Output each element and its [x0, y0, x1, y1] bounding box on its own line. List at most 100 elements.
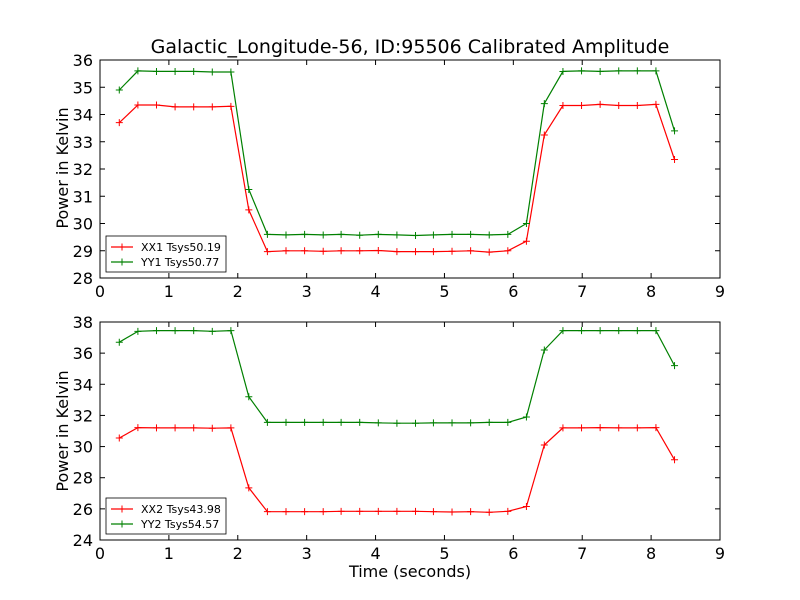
chart-1-series-1-point	[227, 102, 235, 110]
chart-2-series-2-point	[263, 418, 271, 426]
chart-1-y-tick-label: 36	[73, 51, 93, 70]
chart-1-series-1-point	[633, 102, 641, 110]
chart-2-legend-marker	[118, 505, 126, 513]
chart-2-series-1-point	[559, 424, 567, 432]
chart-2-y-tick-label: 28	[73, 469, 93, 488]
chart-1-series-2-point	[412, 231, 420, 239]
chart-1-y-tick-label: 35	[73, 78, 93, 97]
chart-2-y-tick-label: 26	[73, 500, 93, 519]
chart-1-x-tick-label: 9	[715, 282, 725, 301]
chart-1-series-1-point	[559, 102, 567, 110]
chart-1-series-1-point	[467, 247, 475, 255]
chart-1-series-2-point	[504, 230, 512, 238]
chart-1-y-tick-label: 32	[73, 160, 93, 179]
chart-2-series-1-point	[504, 507, 512, 515]
chart-1-series-1-point	[578, 102, 586, 110]
chart-2-series-1-point	[245, 484, 253, 492]
chart-2-series-1-point	[319, 508, 327, 516]
chart-2-series-1-point	[522, 503, 530, 511]
chart-1-series-2	[115, 67, 679, 239]
chart-2-series-1-point	[208, 424, 216, 432]
chart-2-x-axis-label: Time (seconds)	[348, 562, 471, 581]
chart-2-series-2-point	[633, 327, 641, 335]
chart-2-series-1-point	[578, 424, 586, 432]
chart-2-series-2-point	[134, 327, 142, 335]
chart-2-series-1-point	[540, 441, 548, 449]
chart-1-series-1-point	[393, 248, 401, 256]
chart-1-series-2-point	[337, 230, 345, 238]
chart-1-series-2-point	[227, 68, 235, 76]
chart-1-series-1-point	[596, 100, 604, 108]
chart-2-series-1-point	[412, 507, 420, 515]
chart-1-series-2-point	[134, 67, 142, 75]
chart-2-series-2-point	[282, 418, 290, 426]
chart-1-legend-marker	[118, 258, 126, 266]
chart-1-legend-entry: XX1 Tsys50.19	[141, 241, 221, 254]
chart-2-series-2-point	[578, 327, 586, 335]
chart-2-series-1-point	[301, 508, 309, 516]
chart-1-series-2-point	[615, 67, 623, 75]
chart-2-legend-box	[105, 497, 227, 535]
chart-2-series-1-point	[485, 508, 493, 516]
chart-1-series-2-point	[671, 127, 679, 135]
chart-1-series-2-point	[540, 100, 548, 108]
chart-1-series-1-point	[671, 155, 679, 163]
chart-2-y-tick-label: 24	[73, 531, 93, 550]
chart-1-y-tick-label: 34	[73, 106, 93, 125]
chart-2-series-2-point	[152, 327, 160, 335]
chart-1-series-2-point	[652, 67, 660, 75]
chart-1-series-1-point	[504, 247, 512, 255]
chart-1-legend: XX1 Tsys50.19 YY1 Tsys50.77	[105, 235, 227, 273]
chart-1-x-tick-label: 4	[370, 282, 380, 301]
chart-2-series-2-point	[559, 327, 567, 335]
chart-2-series-1-point	[429, 508, 437, 516]
chart-2-legend: XX2 Tsys43.98 YY2 Tsys54.57	[105, 497, 227, 535]
chart-2-y-tick-label: 38	[73, 313, 93, 332]
chart-2-series-2-point	[652, 327, 660, 335]
chart-1-series-1-point	[429, 248, 437, 256]
chart-1-series-2-point	[282, 231, 290, 239]
chart-2-series-2-point	[412, 419, 420, 427]
chart-1-series-1-point	[652, 100, 660, 108]
chart-1-series-2-point	[467, 230, 475, 238]
chart-1-series-2-point	[522, 220, 530, 227]
chart-1-series-2-point	[559, 67, 567, 75]
chart-2-series-1-point	[115, 434, 123, 442]
chart-2-series-2	[115, 327, 679, 427]
chart-1-series-1-point	[263, 248, 271, 256]
chart-1-series-1-point	[190, 103, 198, 111]
chart-1-x-tick-label: 8	[646, 282, 656, 301]
chart-2-x-tick-label: 2	[233, 544, 243, 563]
chart-2-series-2-point	[171, 327, 179, 335]
chart-1-series-2-point	[208, 68, 216, 76]
chart-2-series-1-point	[615, 424, 623, 432]
chart-1-x-tick-label: 1	[164, 282, 174, 301]
chart-1-y-tick-label: 29	[73, 242, 93, 261]
chart-1-series-2-point	[485, 231, 493, 239]
chart-1-x-tick-label: 2	[233, 282, 243, 301]
chart-1-series-2-point	[171, 67, 179, 75]
chart-1-y-tick-label: 30	[73, 215, 93, 234]
chart-1-series-2-point	[301, 230, 309, 238]
chart-2-x-tick-label: 0	[95, 544, 105, 563]
chart-1-series-2-point	[633, 67, 641, 75]
chart-2-y-axis-label: Power in Kelvin	[53, 370, 72, 491]
chart-2-series-2-point	[337, 418, 345, 426]
chart-2-x-tick-label: 4	[370, 544, 380, 563]
chart-2-series-1-point	[356, 507, 364, 515]
chart-1-x-tick-label: 6	[508, 282, 518, 301]
chart-1-series-2-point	[429, 231, 437, 239]
chart-1-series-1-point	[374, 246, 382, 254]
chart-1-series-1-point	[134, 101, 142, 109]
chart-1-legend-entry: YY1 Tsys50.77	[140, 256, 219, 269]
chart-2-series-1-point	[190, 424, 198, 432]
chart-2-x-tick-label: 5	[439, 544, 449, 563]
chart-2-series-1-point	[633, 424, 641, 432]
chart-2-y-tick-label: 34	[73, 375, 93, 394]
chart-2-series-2-point	[429, 419, 437, 427]
chart-1-series-1-point	[412, 248, 420, 256]
chart-2-series-2-point	[467, 419, 475, 427]
chart-1-series-1-point	[448, 247, 456, 255]
chart-2-series-2-point	[504, 418, 512, 426]
